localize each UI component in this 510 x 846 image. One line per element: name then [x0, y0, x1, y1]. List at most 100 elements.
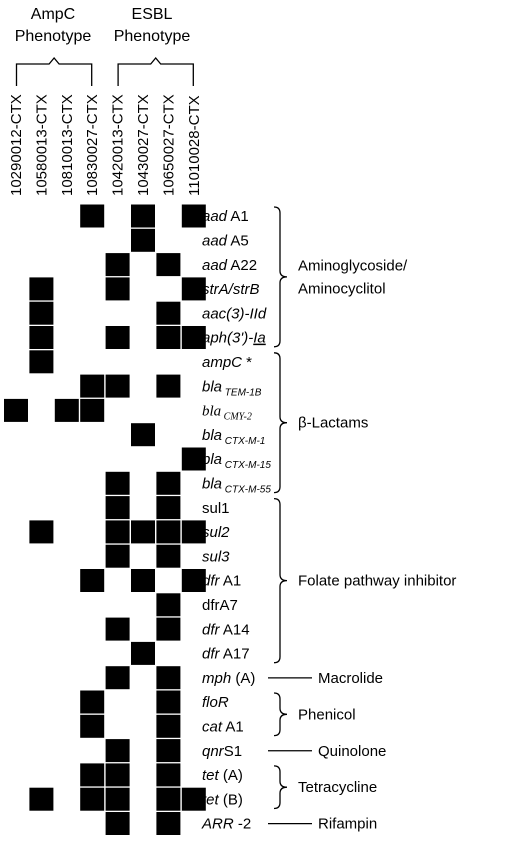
- class-brace: [273, 497, 288, 664]
- gene-label: ARR -2: [201, 816, 251, 833]
- presence-cell: [80, 714, 105, 738]
- presence-cell: [105, 812, 130, 835]
- presence-cell: [156, 739, 181, 763]
- isolate-label: 10810013-CTX: [59, 94, 76, 196]
- presence-cell: [29, 520, 54, 544]
- isolate-label: 10650027-CTX: [160, 94, 177, 196]
- gene-label: aac(3)-IId: [202, 305, 267, 322]
- class-label: Aminoglycoside/: [298, 257, 408, 274]
- presence-cells: [4, 204, 206, 835]
- class-label: Aminocyclitol: [298, 280, 386, 297]
- presence-cell: [105, 666, 130, 690]
- presence-cell: [105, 253, 130, 277]
- presence-cell: [181, 787, 206, 811]
- gene-label: dfr A17: [202, 646, 250, 663]
- gene-label: cat A1: [202, 718, 244, 735]
- presence-cell: [105, 739, 130, 763]
- presence-cell: [105, 496, 130, 520]
- presence-cell: [156, 787, 181, 811]
- isolate-label: 11010028-CTX: [186, 95, 203, 196]
- presence-cell: [131, 520, 155, 544]
- presence-cell: [80, 763, 105, 787]
- class-brace: [273, 692, 288, 737]
- gene-label: bla TEM-1B: [202, 378, 262, 398]
- presence-cell: [181, 520, 206, 544]
- presence-cell: [54, 398, 79, 422]
- presence-cell: [29, 787, 54, 811]
- isolate-label: 10420013-CTX: [110, 94, 127, 196]
- gene-label: tet (A): [202, 767, 243, 784]
- isolate-label: 10430027-CTX: [135, 94, 152, 196]
- gene-label: aad A1: [202, 208, 249, 225]
- presence-cell: [156, 690, 181, 714]
- presence-cell: [80, 374, 105, 398]
- presence-cell: [80, 398, 105, 422]
- presence-cell: [105, 520, 130, 544]
- group-label-line: Phenotype: [15, 28, 92, 45]
- gene-label: mph (A): [202, 670, 255, 687]
- gene-label: sul1: [202, 500, 230, 517]
- phenotype-groups: AmpC Phenotype ESBL Phenotype: [15, 6, 194, 86]
- drug-class-annotations: Aminoglycoside/Aminocyclitol β-Lactams Fol…: [268, 206, 456, 833]
- gene-label: dfr A14: [202, 621, 250, 638]
- presence-cell: [156, 301, 181, 325]
- presence-cell: [29, 350, 54, 374]
- presence-cell: [105, 544, 130, 568]
- presence-cell: [131, 228, 155, 252]
- presence-cell: [181, 447, 206, 471]
- class-brace: [273, 765, 288, 810]
- gene-label: aph(3')-Ia: [202, 330, 266, 347]
- presence-cell: [4, 398, 28, 422]
- gene-label: strA/strB: [202, 281, 260, 298]
- presence-cell: [131, 641, 155, 665]
- group-label-line: Phenotype: [114, 28, 191, 45]
- class-label: Rifampin: [318, 816, 377, 833]
- isolate-label: 10290012-CTX: [8, 94, 25, 196]
- gene-label: sul2: [202, 524, 230, 541]
- group-label-line: AmpC: [31, 6, 75, 23]
- presence-cell: [181, 326, 206, 349]
- presence-cell: [156, 471, 181, 495]
- presence-cell: [181, 204, 206, 228]
- presence-cell: [80, 787, 105, 811]
- presence-cell: [131, 204, 155, 228]
- presence-cell: [156, 617, 181, 641]
- presence-cell: [105, 326, 130, 349]
- presence-cell: [181, 277, 206, 301]
- gene-labels: aad A1 aad A5 aad A22 strA/strB aac(3)-IId ap…: [201, 208, 271, 833]
- presence-cell: [29, 301, 54, 325]
- class-brace: [273, 206, 288, 348]
- gene-label: qnrS1: [202, 743, 242, 760]
- presence-cell: [156, 496, 181, 520]
- presence-cell: [156, 520, 181, 544]
- presence-cell: [156, 763, 181, 787]
- gene-label: floR: [202, 694, 229, 711]
- group-label-line: ESBL: [132, 6, 173, 23]
- presence-cell: [156, 666, 181, 690]
- gene-label: bla CTX-M-55: [202, 475, 271, 495]
- class-label: Folate pathway inhibitor: [298, 573, 456, 590]
- presence-cell: [156, 326, 181, 349]
- presence-cell: [29, 277, 54, 301]
- presence-cell: [156, 714, 181, 738]
- gene-label: bla CTX-M-1: [202, 427, 265, 447]
- class-label: Macrolide: [318, 670, 383, 687]
- gene-label: tet (B): [202, 791, 243, 808]
- presence-cell: [105, 471, 130, 495]
- gene-label: aad A22: [202, 257, 257, 274]
- presence-cell: [156, 374, 181, 398]
- presence-cell: [156, 593, 181, 617]
- presence-cell: [181, 569, 206, 592]
- gene-label: sul3: [202, 548, 230, 565]
- gene-label: ampC *: [202, 354, 252, 371]
- gene-label: dfrA7: [202, 597, 238, 614]
- presence-cell: [131, 569, 155, 592]
- presence-cell: [105, 374, 130, 398]
- isolate-labels: 10290012-CTX 10580013-CTX 10810013-CTX 1083…: [8, 94, 203, 196]
- gene-label: aad A5: [202, 232, 249, 249]
- presence-cell: [105, 763, 130, 787]
- presence-cell: [105, 617, 130, 641]
- isolate-label: 10830027-CTX: [84, 94, 101, 196]
- isolate-label: 10580013-CTX: [33, 94, 50, 196]
